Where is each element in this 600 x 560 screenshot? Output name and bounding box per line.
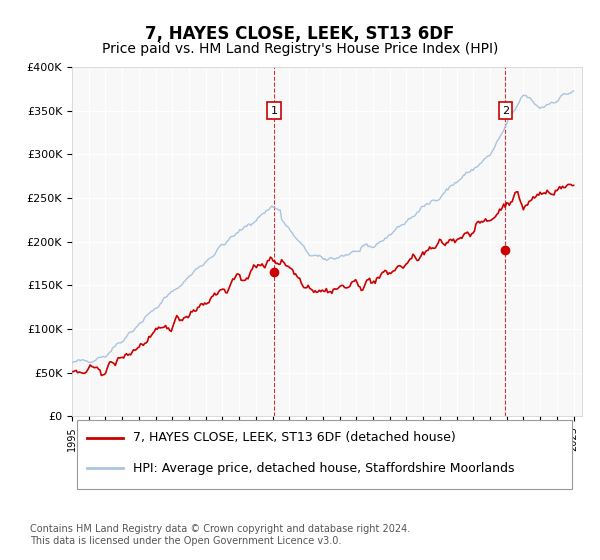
Text: 2: 2 bbox=[502, 106, 509, 116]
Text: 7, HAYES CLOSE, LEEK, ST13 6DF (detached house): 7, HAYES CLOSE, LEEK, ST13 6DF (detached… bbox=[133, 431, 456, 444]
Text: Price paid vs. HM Land Registry's House Price Index (HPI): Price paid vs. HM Land Registry's House … bbox=[102, 42, 498, 56]
Text: 7, HAYES CLOSE, LEEK, ST13 6DF: 7, HAYES CLOSE, LEEK, ST13 6DF bbox=[145, 25, 455, 43]
Text: Contains HM Land Registry data © Crown copyright and database right 2024.
This d: Contains HM Land Registry data © Crown c… bbox=[30, 524, 410, 546]
Text: 1: 1 bbox=[271, 106, 277, 116]
Text: HPI: Average price, detached house, Staffordshire Moorlands: HPI: Average price, detached house, Staf… bbox=[133, 461, 515, 474]
FancyBboxPatch shape bbox=[77, 420, 572, 489]
